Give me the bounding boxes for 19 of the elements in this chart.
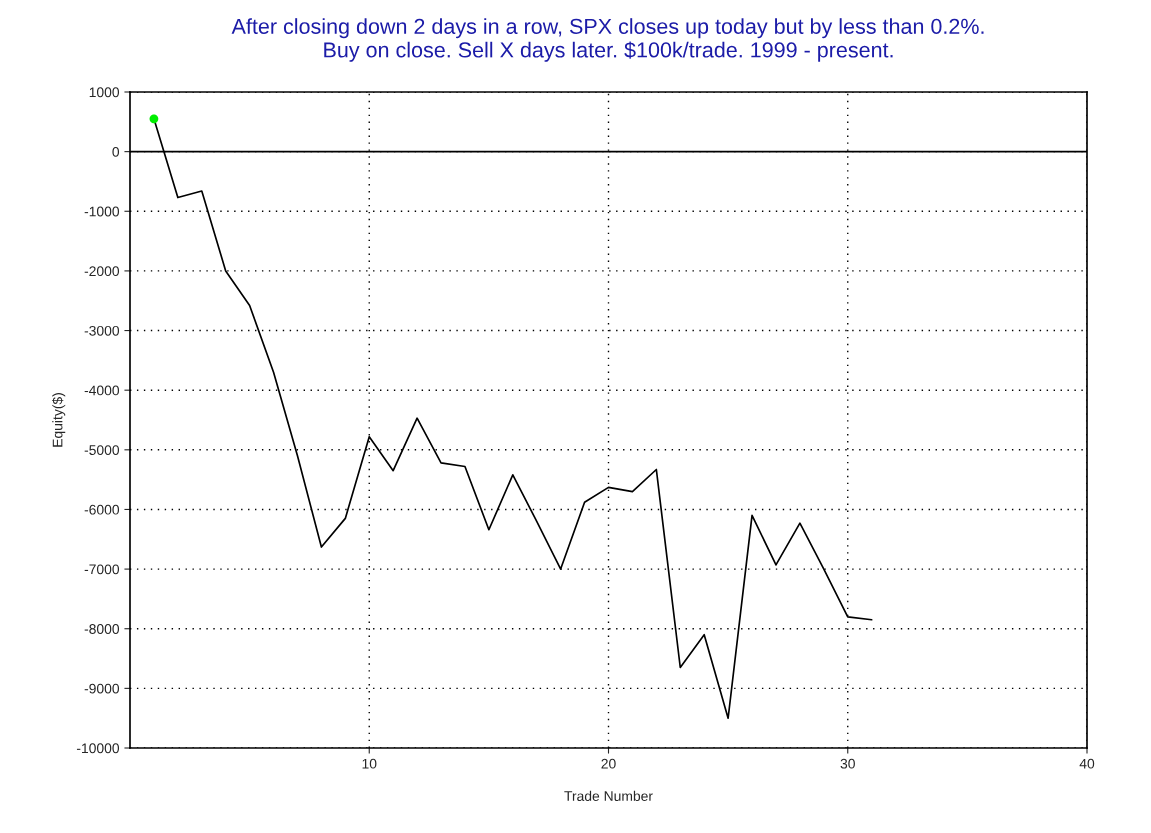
y-tick-label: -1000 bbox=[84, 206, 120, 217]
chart-title: After closing down 2 days in a row, SPX closes up today but by less than 0.2%. Buy on close. Sell X days later. $100k/trade. 1999 - present. bbox=[231, 18, 984, 62]
y-tick-label: -4000 bbox=[84, 385, 120, 396]
y-tick-label: -8000 bbox=[84, 624, 120, 634]
y-tick-label: -7000 bbox=[84, 564, 120, 575]
y-tick-label: -2000 bbox=[84, 266, 120, 277]
y-tick-label: 1000 bbox=[89, 87, 120, 98]
x-tick-label: 30 bbox=[840, 758, 855, 769]
y-tick-label: -9000 bbox=[84, 683, 120, 694]
y-tick-label: -6000 bbox=[84, 504, 120, 515]
y-tick-label: -5000 bbox=[84, 445, 120, 455]
y-tick-label: -10000 bbox=[76, 743, 120, 754]
x-axis-title: Trade Number bbox=[564, 790, 653, 802]
y-tick-label: 0 bbox=[112, 146, 120, 157]
x-tick-label: 20 bbox=[601, 758, 616, 769]
x-tick-label: 40 bbox=[1079, 758, 1095, 769]
y-tick-label: -3000 bbox=[84, 325, 120, 336]
x-tick-label: 10 bbox=[362, 758, 377, 769]
y-axis-title: Equity($) bbox=[52, 393, 66, 447]
